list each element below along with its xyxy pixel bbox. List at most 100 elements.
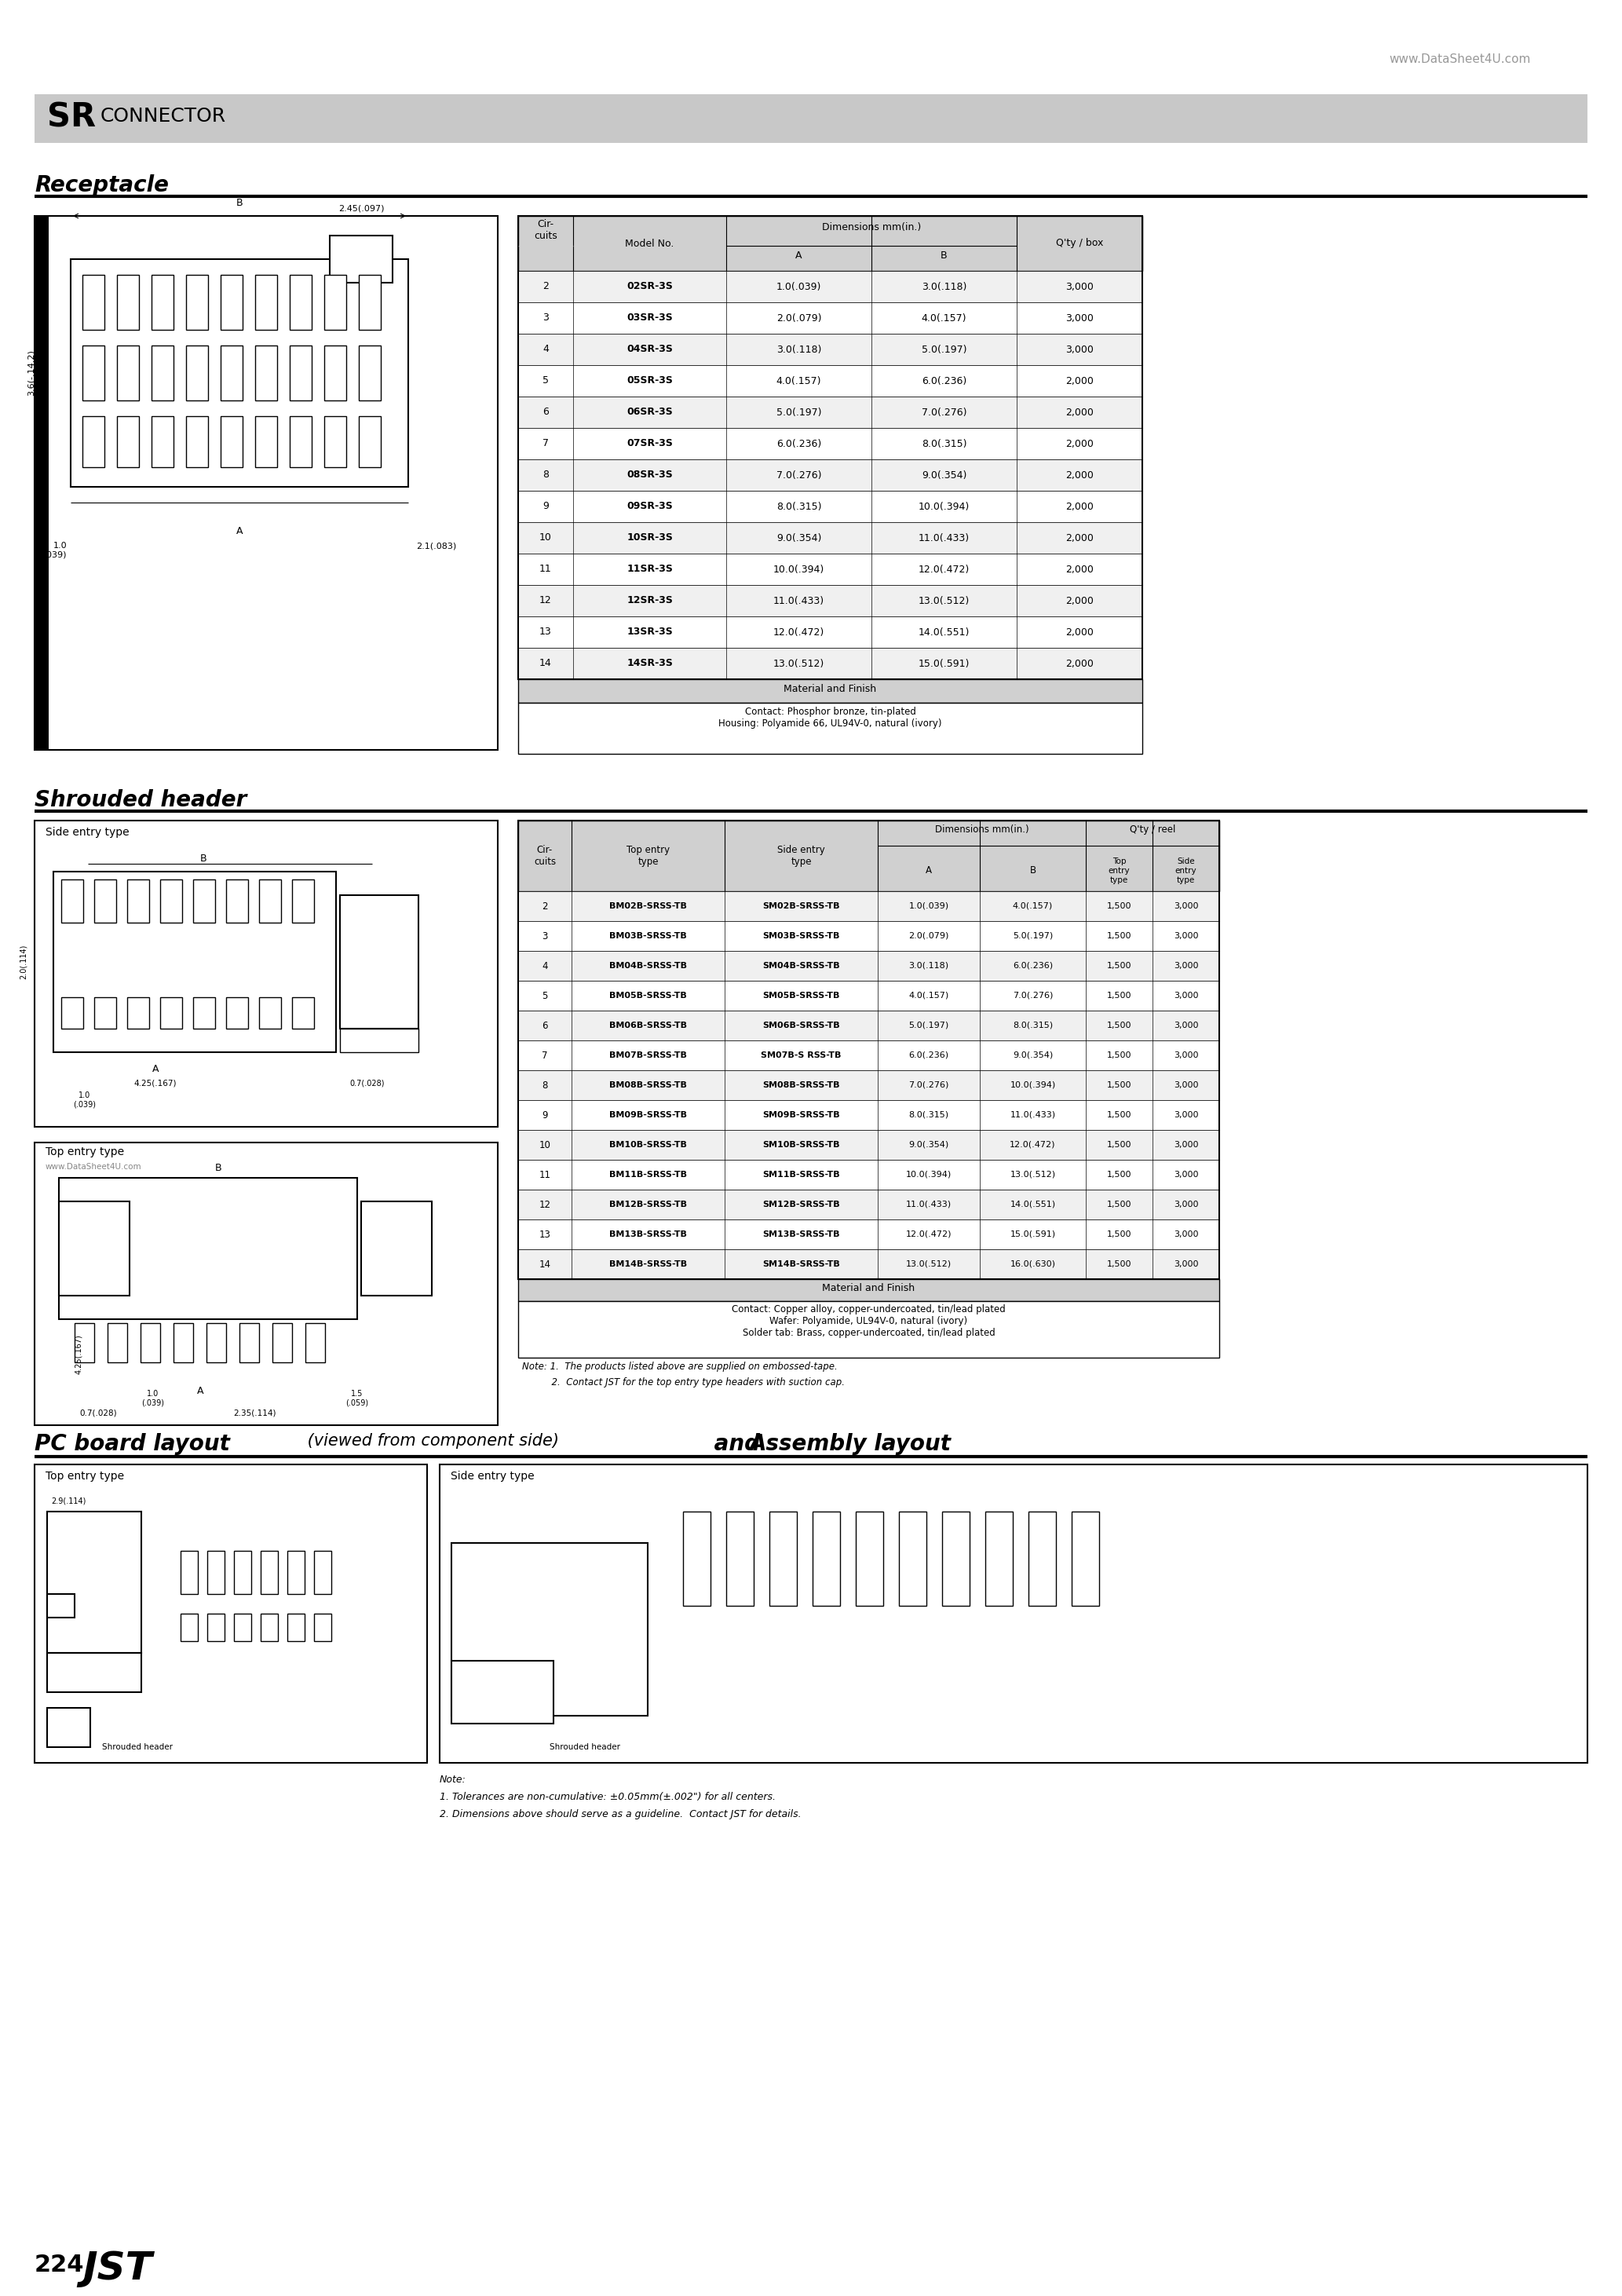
Bar [517, 333, 1142, 365]
Text: 13.0(.512): 13.0(.512) [907, 1261, 952, 1267]
Text: 9: 9 [542, 501, 548, 512]
Text: 1,500: 1,500 [1106, 1081, 1132, 1088]
Text: 3.6(-.14.2): 3.6(-.14.2) [28, 349, 36, 397]
Text: 2,000: 2,000 [1066, 471, 1093, 480]
Text: Note: 1.  The products listed above are supplied on embossed-tape.: Note: 1. The products listed above are s… [522, 1362, 837, 1371]
Bar [208, 1550, 224, 1593]
Text: Receptacle: Receptacle [34, 174, 169, 195]
Text: A: A [795, 250, 803, 262]
Text: Model No.: Model No. [624, 239, 675, 248]
Bar [206, 1322, 225, 1362]
Text: 3,000: 3,000 [1173, 902, 1199, 909]
Text: 3.0(.118): 3.0(.118) [921, 282, 967, 292]
Bar [260, 879, 281, 923]
Bar [517, 615, 1142, 647]
Text: 12.0(.472): 12.0(.472) [1011, 1141, 1056, 1148]
Text: 7: 7 [542, 439, 548, 448]
Bar [71, 259, 409, 487]
Text: 0.7(.028): 0.7(.028) [350, 1079, 384, 1088]
Bar [240, 1322, 260, 1362]
Text: BM12B-SRSS-TB: BM12B-SRSS-TB [610, 1201, 688, 1208]
Text: SM12B-SRSS-TB: SM12B-SRSS-TB [762, 1201, 840, 1208]
Bar [517, 1100, 1220, 1130]
Text: Contact: Copper alloy, copper-undercoated, tin/lead plated
Wafer: Polyamide, UL9: Contact: Copper alloy, copper-undercoate… [732, 1304, 1006, 1339]
Bar [47, 1708, 91, 1747]
Bar [813, 1511, 840, 1605]
Text: JST: JST [83, 2250, 152, 2287]
Text: 2.35(.114): 2.35(.114) [234, 1410, 276, 1417]
Bar [83, 276, 104, 331]
Bar [261, 1550, 277, 1593]
Text: www.DataSheet4U.com: www.DataSheet4U.com [45, 1162, 141, 1171]
Bar [517, 553, 1142, 585]
Bar [1028, 1511, 1056, 1605]
Text: 13SR-3S: 13SR-3S [626, 627, 673, 638]
Text: 9.0(.354): 9.0(.354) [1012, 1052, 1053, 1058]
Text: 5: 5 [542, 990, 548, 1001]
Text: 0.7(.028): 0.7(.028) [79, 1410, 117, 1417]
Text: Material and Finish: Material and Finish [783, 684, 876, 693]
Bar [187, 416, 208, 466]
Text: A: A [237, 526, 243, 537]
Text: 13: 13 [540, 627, 551, 638]
Text: 1,500: 1,500 [1106, 1171, 1132, 1178]
Text: Side entry
type: Side entry type [777, 845, 826, 868]
Bar [193, 996, 216, 1029]
Bar [517, 1302, 1220, 1357]
Text: 8.0(.315): 8.0(.315) [1012, 1022, 1053, 1029]
Text: Top entry
type: Top entry type [626, 845, 670, 868]
Bar [517, 216, 1142, 680]
Text: 2,000: 2,000 [1066, 439, 1093, 448]
Bar [517, 1070, 1220, 1100]
Text: B: B [237, 197, 243, 209]
Text: 2.  Contact JST for the top entry type headers with suction cap.: 2. Contact JST for the top entry type he… [522, 1378, 845, 1387]
Text: BM11B-SRSS-TB: BM11B-SRSS-TB [610, 1171, 688, 1178]
Bar [180, 1614, 198, 1642]
Text: Shrouded header: Shrouded header [102, 1743, 172, 1752]
Bar [358, 276, 381, 331]
Text: 3,000: 3,000 [1173, 1052, 1199, 1058]
Text: B: B [200, 854, 206, 863]
Text: 2,000: 2,000 [1066, 595, 1093, 606]
Text: Shrouded header: Shrouded header [34, 790, 247, 810]
Text: 2.0(.114): 2.0(.114) [19, 944, 28, 980]
Text: SM10B-SRSS-TB: SM10B-SRSS-TB [762, 1141, 840, 1148]
Bar [517, 1249, 1220, 1279]
Text: 2,000: 2,000 [1066, 501, 1093, 512]
Text: 3,000: 3,000 [1066, 312, 1093, 324]
Bar [272, 1322, 292, 1362]
Text: 7.0(.276): 7.0(.276) [921, 406, 967, 418]
Text: 2,000: 2,000 [1066, 627, 1093, 638]
Text: 9: 9 [542, 1109, 548, 1120]
Text: 1.0(.039): 1.0(.039) [777, 282, 821, 292]
Text: 9.0(.354): 9.0(.354) [908, 1141, 949, 1148]
Text: 04SR-3S: 04SR-3S [626, 344, 673, 354]
Text: 1,500: 1,500 [1106, 902, 1132, 909]
Bar [34, 216, 498, 751]
Text: and: and [707, 1433, 767, 1456]
Text: 06SR-3S: 06SR-3S [626, 406, 673, 418]
Text: BM07B-SRSS-TB: BM07B-SRSS-TB [610, 1052, 686, 1058]
Bar [517, 427, 1142, 459]
Bar [769, 1511, 796, 1605]
Bar [517, 1189, 1220, 1219]
Text: SM04B-SRSS-TB: SM04B-SRSS-TB [762, 962, 840, 969]
Text: BM02B-SRSS-TB: BM02B-SRSS-TB [610, 902, 686, 909]
Text: 3,000: 3,000 [1066, 282, 1093, 292]
Bar [58, 1178, 357, 1320]
Text: B: B [1030, 866, 1036, 875]
Bar [34, 1143, 498, 1426]
Bar [517, 491, 1142, 521]
Text: BM03B-SRSS-TB: BM03B-SRSS-TB [610, 932, 686, 939]
Bar [107, 1322, 127, 1362]
Bar [62, 996, 83, 1029]
Text: 14SR-3S: 14SR-3S [626, 659, 673, 668]
Text: 4.0(.157): 4.0(.157) [921, 312, 967, 324]
Text: 1,500: 1,500 [1106, 1052, 1132, 1058]
Text: 11.0(.433): 11.0(.433) [907, 1201, 952, 1208]
Bar [290, 344, 311, 400]
Text: 1,500: 1,500 [1106, 1022, 1132, 1029]
Text: 8.0(.315): 8.0(.315) [777, 501, 821, 512]
Bar [127, 996, 149, 1029]
Text: 14: 14 [539, 1258, 551, 1270]
